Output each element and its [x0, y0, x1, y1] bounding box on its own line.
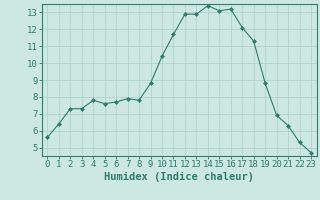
X-axis label: Humidex (Indice chaleur): Humidex (Indice chaleur) — [104, 172, 254, 182]
